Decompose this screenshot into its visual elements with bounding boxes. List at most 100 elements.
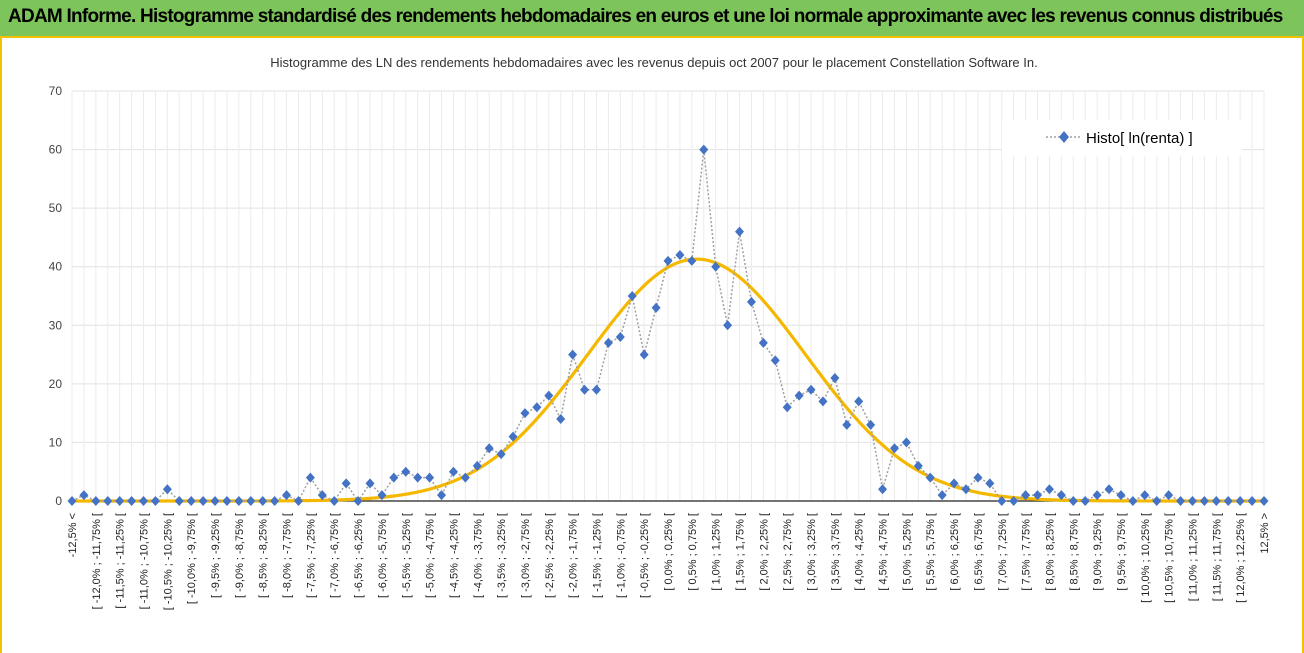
histogram-point <box>532 402 542 413</box>
x-tick-label: [ 10,0% ; 10,25% [ <box>1140 513 1152 603</box>
histogram-point <box>472 460 482 471</box>
histogram-point <box>508 431 518 442</box>
x-tick-label: [ -4,5% ; -4,25% [ <box>448 513 460 598</box>
x-tick-label: [ -7,5% ; -7,25% [ <box>305 513 317 598</box>
histogram-point <box>627 291 637 301</box>
grid-lines <box>71 90 1265 502</box>
y-axis-ticks: 0 10 20 30 40 50 60 70 <box>49 84 63 508</box>
histogram-point <box>866 419 876 430</box>
histogram-point <box>341 478 351 489</box>
histogram-point <box>425 472 435 483</box>
histogram-point <box>615 332 625 342</box>
histogram-point <box>67 496 77 506</box>
histogram-point <box>79 490 89 501</box>
histogram-point <box>889 443 899 454</box>
histogram-point <box>723 320 733 331</box>
x-tick-label: [ 11,5% ; 11,75% [ <box>1211 513 1223 601</box>
histogram-point <box>746 296 756 307</box>
histogram-point <box>1211 496 1221 506</box>
y-tick-label: 10 <box>49 435 63 449</box>
histogram-point <box>1021 490 1031 501</box>
histogram-point <box>234 496 244 506</box>
x-tick-label: [ 3,5% ; 3,75% [ <box>830 513 842 591</box>
histogram-point <box>520 408 530 419</box>
histogram-point <box>770 355 780 366</box>
histogram-point <box>377 490 387 501</box>
report-banner: ADAM Informe. Histogramme standardisé de… <box>0 0 1304 38</box>
histogram-point <box>758 337 768 348</box>
x-tick-label: -12,5% < <box>67 513 79 557</box>
y-tick-label: 40 <box>49 260 63 274</box>
histogram-point <box>448 466 458 477</box>
y-tick-label: 50 <box>49 201 63 215</box>
x-tick-label: [ -11,5% ; -11,25% [ <box>115 513 127 609</box>
x-tick-label: [ 4,0% ; 4,25% [ <box>854 513 866 591</box>
histogram-point <box>1199 496 1209 506</box>
histogram-point <box>1044 484 1054 495</box>
histogram-point <box>1128 496 1138 506</box>
histogram-point <box>1247 496 1257 506</box>
chart-title: Histogramme des LN des rendements hebdom… <box>270 55 1037 70</box>
histogram-point <box>1164 490 1174 501</box>
x-tick-label: [ -8,0% ; -7,75% [ <box>282 513 294 598</box>
y-tick-label: 60 <box>49 143 63 157</box>
y-tick-label: 20 <box>49 377 63 391</box>
histogram-point <box>639 349 649 360</box>
histogram-point <box>365 478 375 489</box>
y-tick-label: 30 <box>49 318 63 332</box>
x-tick-label: [ -2,0% ; -1,75% [ <box>568 513 580 598</box>
x-tick-label: [ -10,0% ; -9,75% [ <box>186 513 198 604</box>
histogram-point <box>1259 496 1269 506</box>
histogram-point <box>437 490 447 501</box>
x-tick-label: [ 12,0% ; 12,25% [ <box>1235 513 1247 603</box>
report-title: ADAM Informe. Histogramme standardisé de… <box>8 6 1283 27</box>
histogram-point <box>1104 484 1114 495</box>
x-tick-label: [ 4,5% ; 4,75% [ <box>878 513 890 591</box>
x-tick-label: [ 11,0% ; 11,25% [ <box>1187 513 1199 601</box>
x-tick-label: [ -3,5% ; -3,25% [ <box>496 513 508 598</box>
histogram-point <box>174 496 184 506</box>
histogram-point <box>830 373 840 383</box>
histogram-point <box>973 472 983 483</box>
histogram-point <box>603 337 613 348</box>
histogram-point <box>818 396 828 407</box>
histogram-point <box>925 472 935 483</box>
y-tick-label: 0 <box>55 494 62 508</box>
histogram-point <box>687 255 697 266</box>
histogram-point <box>961 484 971 495</box>
histogram-point <box>901 437 911 448</box>
histogram-point <box>293 496 303 506</box>
histogram-point <box>1235 496 1245 506</box>
x-tick-label: [ -6,0% ; -5,75% [ <box>377 513 389 598</box>
histogram-point <box>913 460 923 471</box>
histogram-point <box>1009 496 1019 506</box>
histogram-point <box>782 402 792 413</box>
histogram-point <box>699 144 709 155</box>
x-tick-label: [ 9,0% ; 9,25% [ <box>1092 513 1104 591</box>
histogram-point <box>1056 490 1066 501</box>
x-tick-label: [ 3,0% ; 3,25% [ <box>806 513 818 591</box>
histogram-chart: Histogramme des LN des rendements hebdom… <box>49 55 1271 610</box>
histogram-point <box>1068 496 1078 506</box>
histogram-series-layer <box>67 144 1269 506</box>
histogram-point <box>210 496 220 506</box>
x-tick-label: [ -3,0% ; -2,75% [ <box>520 513 532 598</box>
x-tick-label: [ 2,5% ; 2,75% [ <box>782 513 794 591</box>
x-tick-label: [ 1,0% ; 1,25% [ <box>711 513 723 591</box>
histogram-point <box>1116 490 1126 501</box>
x-tick-label: [ 7,0% ; 7,25% [ <box>997 513 1009 591</box>
histogram-point <box>329 496 339 506</box>
histogram-point <box>270 496 280 506</box>
histogram-point <box>794 390 804 401</box>
x-tick-label: [ -6,5% ; -6,25% [ <box>353 513 365 598</box>
histogram-point <box>556 414 566 424</box>
histogram-point <box>186 496 196 506</box>
histogram-point <box>222 496 232 506</box>
histogram-point <box>162 484 172 495</box>
histogram-point <box>1152 496 1162 506</box>
histogram-point <box>198 496 208 506</box>
x-tick-label: [ 0,0% ; 0,25% [ <box>663 513 675 591</box>
histogram-point <box>651 302 661 313</box>
legend: Histo[ ln(renta) ] <box>1002 120 1242 156</box>
